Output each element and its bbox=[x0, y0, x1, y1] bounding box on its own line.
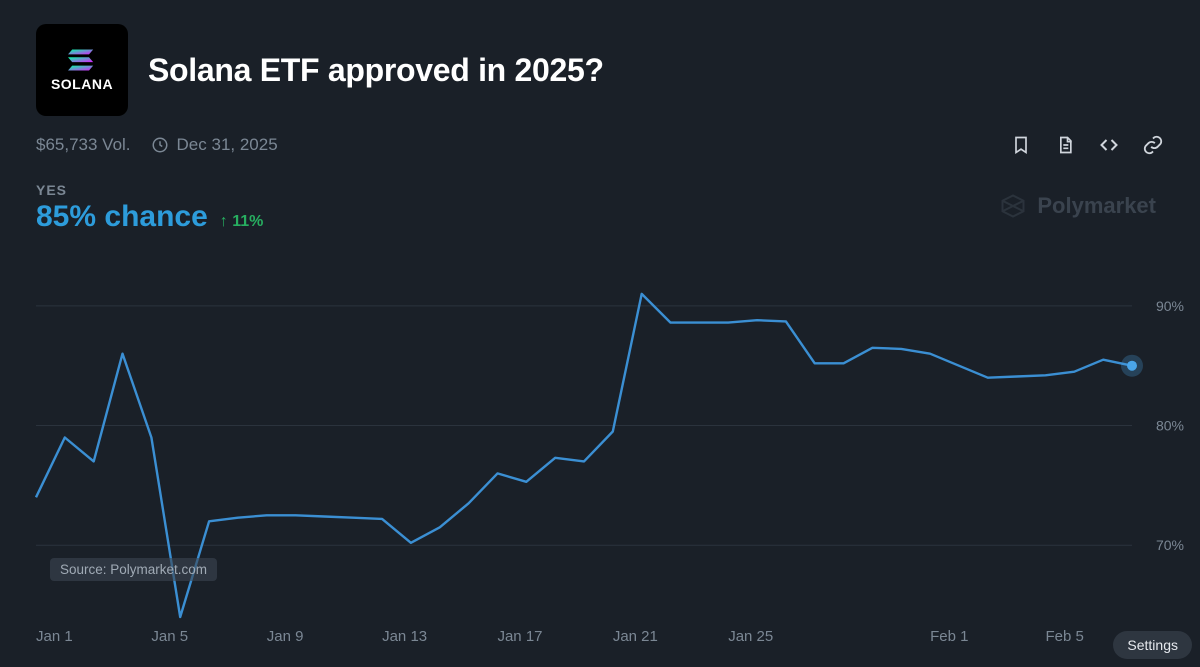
bookmark-icon[interactable] bbox=[1010, 134, 1032, 156]
change-text: ↑ 11% bbox=[220, 213, 264, 231]
link-icon[interactable] bbox=[1142, 134, 1164, 156]
watermark-text: Polymarket bbox=[1037, 193, 1156, 219]
svg-text:70%: 70% bbox=[1156, 537, 1184, 553]
svg-text:Jan 9: Jan 9 bbox=[267, 628, 304, 645]
svg-text:90%: 90% bbox=[1156, 298, 1184, 314]
svg-text:Jan 1: Jan 1 bbox=[36, 628, 73, 645]
polymarket-watermark: Polymarket bbox=[999, 192, 1156, 220]
svg-text:Jan 13: Jan 13 bbox=[382, 628, 427, 645]
price-chart: 70% 80% 90% Jan 1 Jan 5 Jan 9 Jan 13 Jan 17 Jan … bbox=[36, 258, 1190, 645]
settings-button[interactable]: Settings bbox=[1113, 631, 1192, 659]
market-title: Solana ETF approved in 2025? bbox=[148, 52, 604, 89]
outcome-label: YES bbox=[36, 182, 1164, 198]
svg-text:Feb 1: Feb 1 bbox=[930, 628, 968, 645]
resolve-date-text: Dec 31, 2025 bbox=[177, 135, 278, 155]
logo-text: SOLANA bbox=[51, 76, 113, 92]
solana-glyph bbox=[68, 48, 96, 72]
svg-text:80%: 80% bbox=[1156, 418, 1184, 434]
svg-text:Jan 25: Jan 25 bbox=[728, 628, 773, 645]
svg-text:Jan 21: Jan 21 bbox=[613, 628, 658, 645]
embed-icon[interactable] bbox=[1098, 134, 1120, 156]
document-icon[interactable] bbox=[1054, 134, 1076, 156]
clock-icon bbox=[149, 134, 171, 156]
source-label: Source: Polymarket.com bbox=[50, 558, 217, 581]
chance-text: 85% chance bbox=[36, 200, 208, 234]
svg-text:Jan 17: Jan 17 bbox=[497, 628, 542, 645]
svg-text:Feb 5: Feb 5 bbox=[1045, 628, 1083, 645]
resolve-date: Dec 31, 2025 bbox=[149, 134, 278, 156]
volume-text: $65,733 Vol. bbox=[36, 135, 131, 155]
market-logo: SOLANA bbox=[36, 24, 128, 116]
svg-text:Jan 5: Jan 5 bbox=[151, 628, 188, 645]
